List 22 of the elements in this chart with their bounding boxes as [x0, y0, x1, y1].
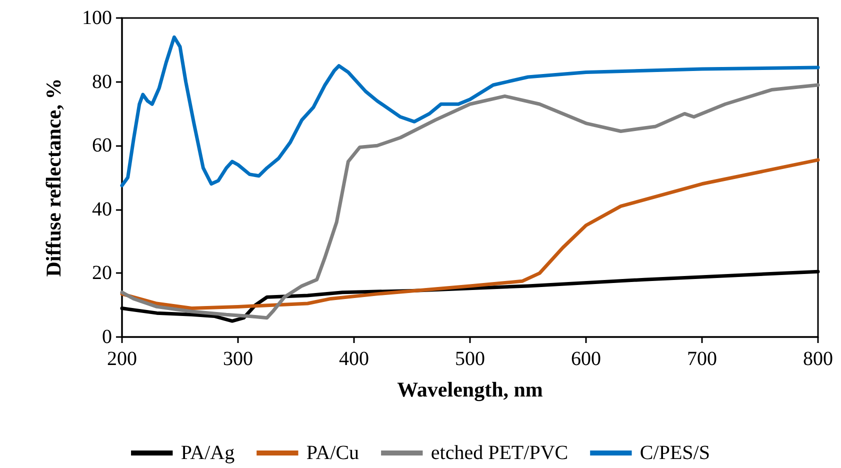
y-tick-label: 20: [92, 262, 112, 284]
legend-label: C/PES/S: [640, 442, 710, 464]
x-tick-label: 500: [455, 348, 485, 370]
legend-label: PA/Ag: [180, 442, 235, 464]
y-axis-title: Diffuse reflectance, %: [42, 78, 66, 277]
x-tick-label: 400: [339, 348, 369, 370]
y-tick-label: 0: [102, 326, 112, 348]
line-series: [120, 158, 820, 310]
legend-label: etched PET/PVC: [430, 442, 568, 464]
line-series: [120, 35, 820, 188]
legend-label: PA/Cu: [306, 442, 360, 464]
line-series: [120, 83, 820, 320]
x-tick-label: 200: [107, 348, 137, 370]
y-tick-label: 40: [92, 198, 112, 220]
x-tick-label: 600: [571, 348, 601, 370]
x-tick-label: 300: [223, 348, 253, 370]
y-tick-label: 100: [82, 7, 112, 29]
x-tick-label: 700: [687, 348, 717, 370]
y-tick-label: 60: [92, 134, 112, 157]
x-tick-label: 800: [803, 348, 833, 370]
y-tick-label: 80: [92, 70, 112, 93]
x-axis-title: Wavelength, nm: [397, 378, 544, 402]
